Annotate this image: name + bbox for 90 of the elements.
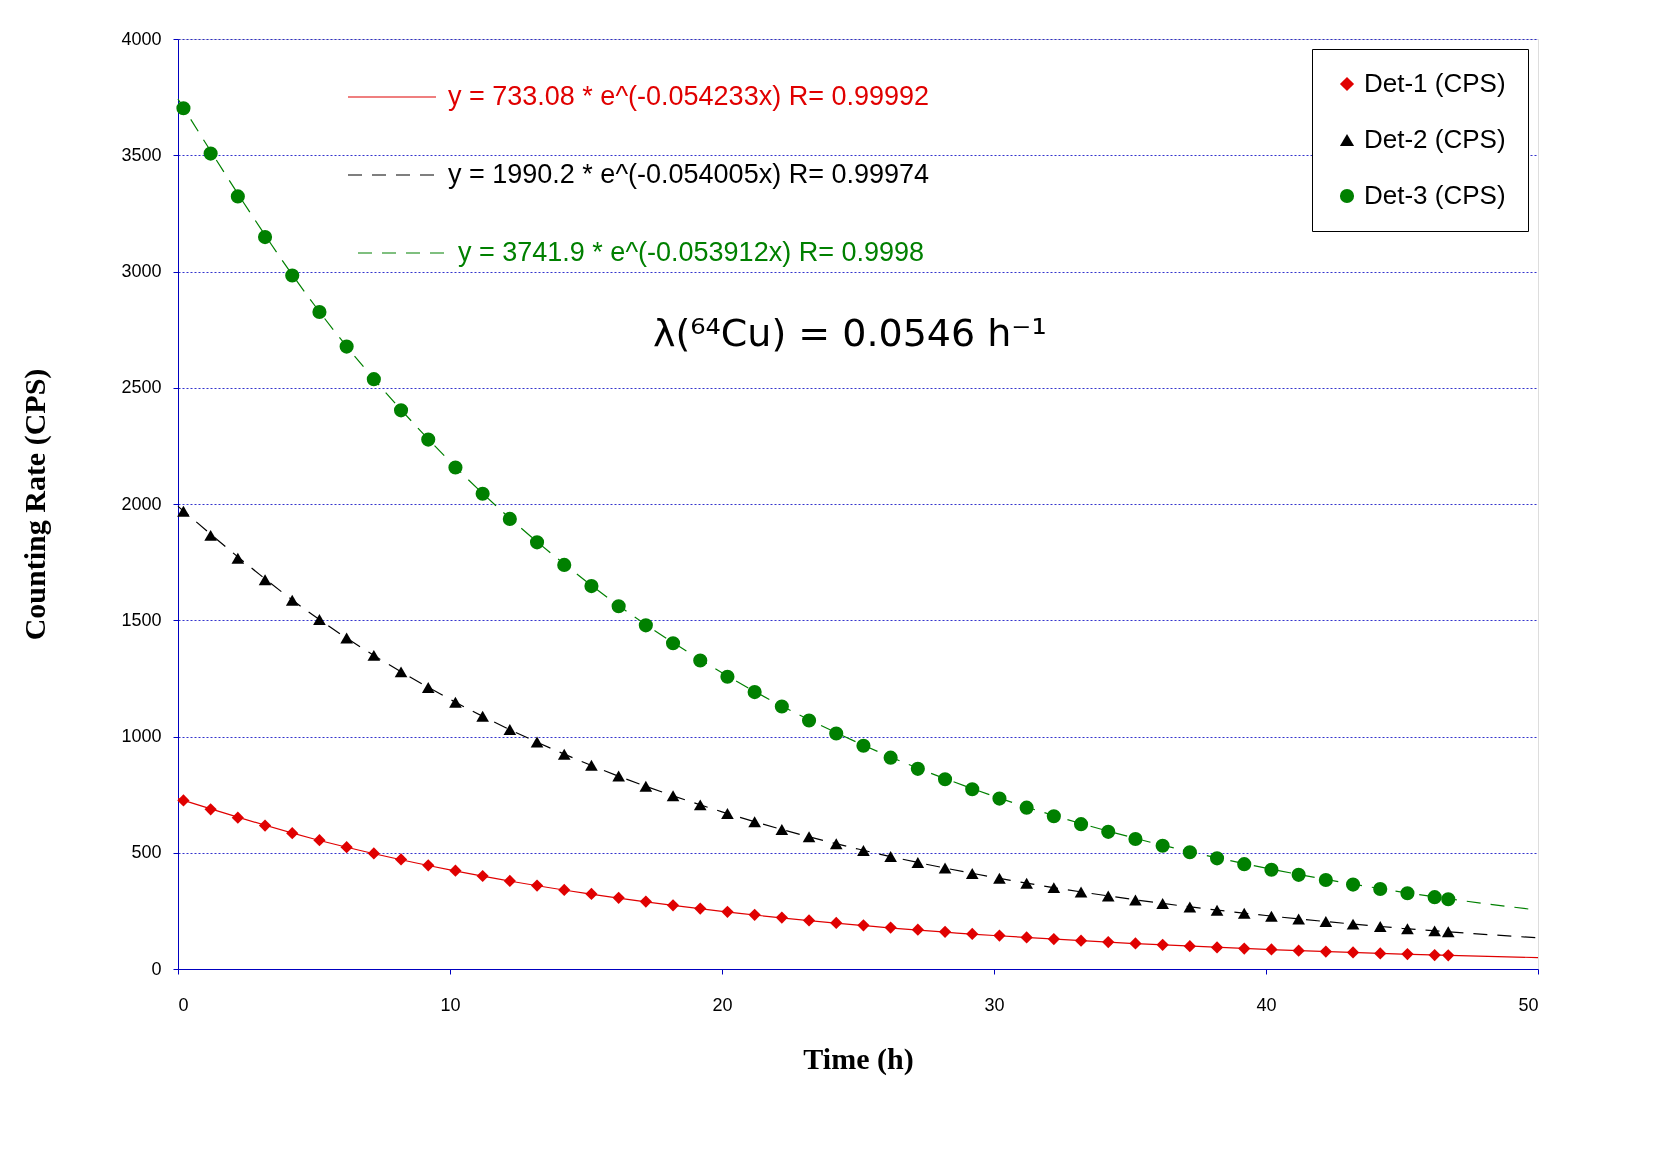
y-axis-title: Counting Rate (CPS) (18, 368, 53, 641)
point (203, 146, 218, 161)
point (1101, 890, 1115, 902)
point (665, 636, 681, 651)
point (1265, 910, 1278, 922)
y-tick-label: 4000 (121, 28, 162, 49)
point (1129, 894, 1142, 906)
point (965, 867, 979, 879)
point (1373, 881, 1388, 897)
point (1319, 916, 1333, 928)
point (993, 872, 1006, 884)
point (449, 696, 462, 708)
point (856, 738, 871, 753)
point (394, 666, 408, 678)
point (393, 403, 409, 418)
point (421, 432, 436, 447)
y-tick-label: 3000 (121, 261, 162, 281)
x-tick-label: 0 (178, 994, 189, 1015)
x-tick-label: 10 (440, 994, 461, 1015)
point (829, 726, 844, 741)
point (1101, 824, 1116, 839)
point (1400, 886, 1415, 901)
point (911, 857, 925, 868)
point (257, 230, 273, 245)
x-tick-label: 30 (984, 994, 1005, 1015)
point (857, 844, 870, 856)
y-tick-label: 1000 (121, 726, 162, 746)
point (1292, 913, 1305, 925)
point (747, 685, 762, 700)
point (938, 862, 952, 874)
point (937, 772, 953, 787)
point (748, 816, 761, 828)
point (1265, 943, 1278, 956)
y-tick-label: 2000 (121, 493, 162, 514)
point (1291, 867, 1306, 882)
point (1373, 920, 1387, 932)
point (476, 710, 489, 722)
point (1128, 831, 1143, 847)
x-axis-title: Time (h) (803, 1041, 914, 1076)
point (204, 529, 217, 541)
point (965, 782, 980, 797)
point (1237, 857, 1252, 872)
point (1073, 817, 1089, 832)
x-tick-label: 20 (712, 994, 733, 1015)
legend-label: Det-3 (CPS) (1364, 180, 1506, 210)
point (993, 929, 1006, 942)
point (720, 669, 735, 684)
point (775, 824, 789, 835)
point (231, 552, 245, 564)
point (1020, 877, 1033, 889)
y-tick-label: 1500 (121, 609, 162, 630)
point (1264, 862, 1279, 877)
point (884, 850, 897, 862)
y-tick-label: 3500 (121, 144, 162, 165)
y-tick-label: 500 (131, 842, 162, 863)
point (530, 736, 544, 748)
point (557, 748, 571, 760)
point (285, 268, 300, 283)
point (1427, 890, 1442, 905)
annotation: y = 1990.2 * e^(-0.054005x) R= 0.99974 (448, 159, 930, 189)
point (1237, 907, 1251, 919)
point (475, 486, 490, 501)
point (1346, 918, 1360, 930)
point (1210, 904, 1224, 916)
point (638, 618, 653, 633)
annotation: y = 3741.9 * e^(-0.053912x) R= 0.9998 (458, 237, 924, 267)
point (1156, 897, 1169, 909)
point (585, 759, 598, 771)
point (557, 557, 572, 572)
legend-label: Det-1 (CPS) (1364, 68, 1506, 98)
x-tick-label: 40 (1256, 994, 1277, 1015)
x-tick-label: 50 (1518, 994, 1539, 1015)
point (584, 579, 599, 594)
point (285, 594, 299, 606)
point (230, 189, 245, 204)
point (639, 780, 653, 792)
point (421, 681, 435, 693)
point (1318, 872, 1333, 888)
point (503, 724, 517, 735)
y-tick-label: 2500 (121, 377, 162, 398)
point (312, 304, 327, 320)
point (1074, 886, 1088, 898)
legend-label: Det-2 (CPS) (1364, 124, 1506, 154)
y-tick-label: 0 (151, 958, 162, 979)
annotation: λ(⁶⁴Cu) = 0.0546 h⁻¹ (653, 311, 1047, 355)
annotation: y = 733.08 * e^(-0.054233x) R= 0.99992 (448, 81, 930, 111)
point (529, 535, 545, 550)
point (612, 770, 625, 782)
point (313, 614, 326, 626)
point (258, 574, 272, 586)
